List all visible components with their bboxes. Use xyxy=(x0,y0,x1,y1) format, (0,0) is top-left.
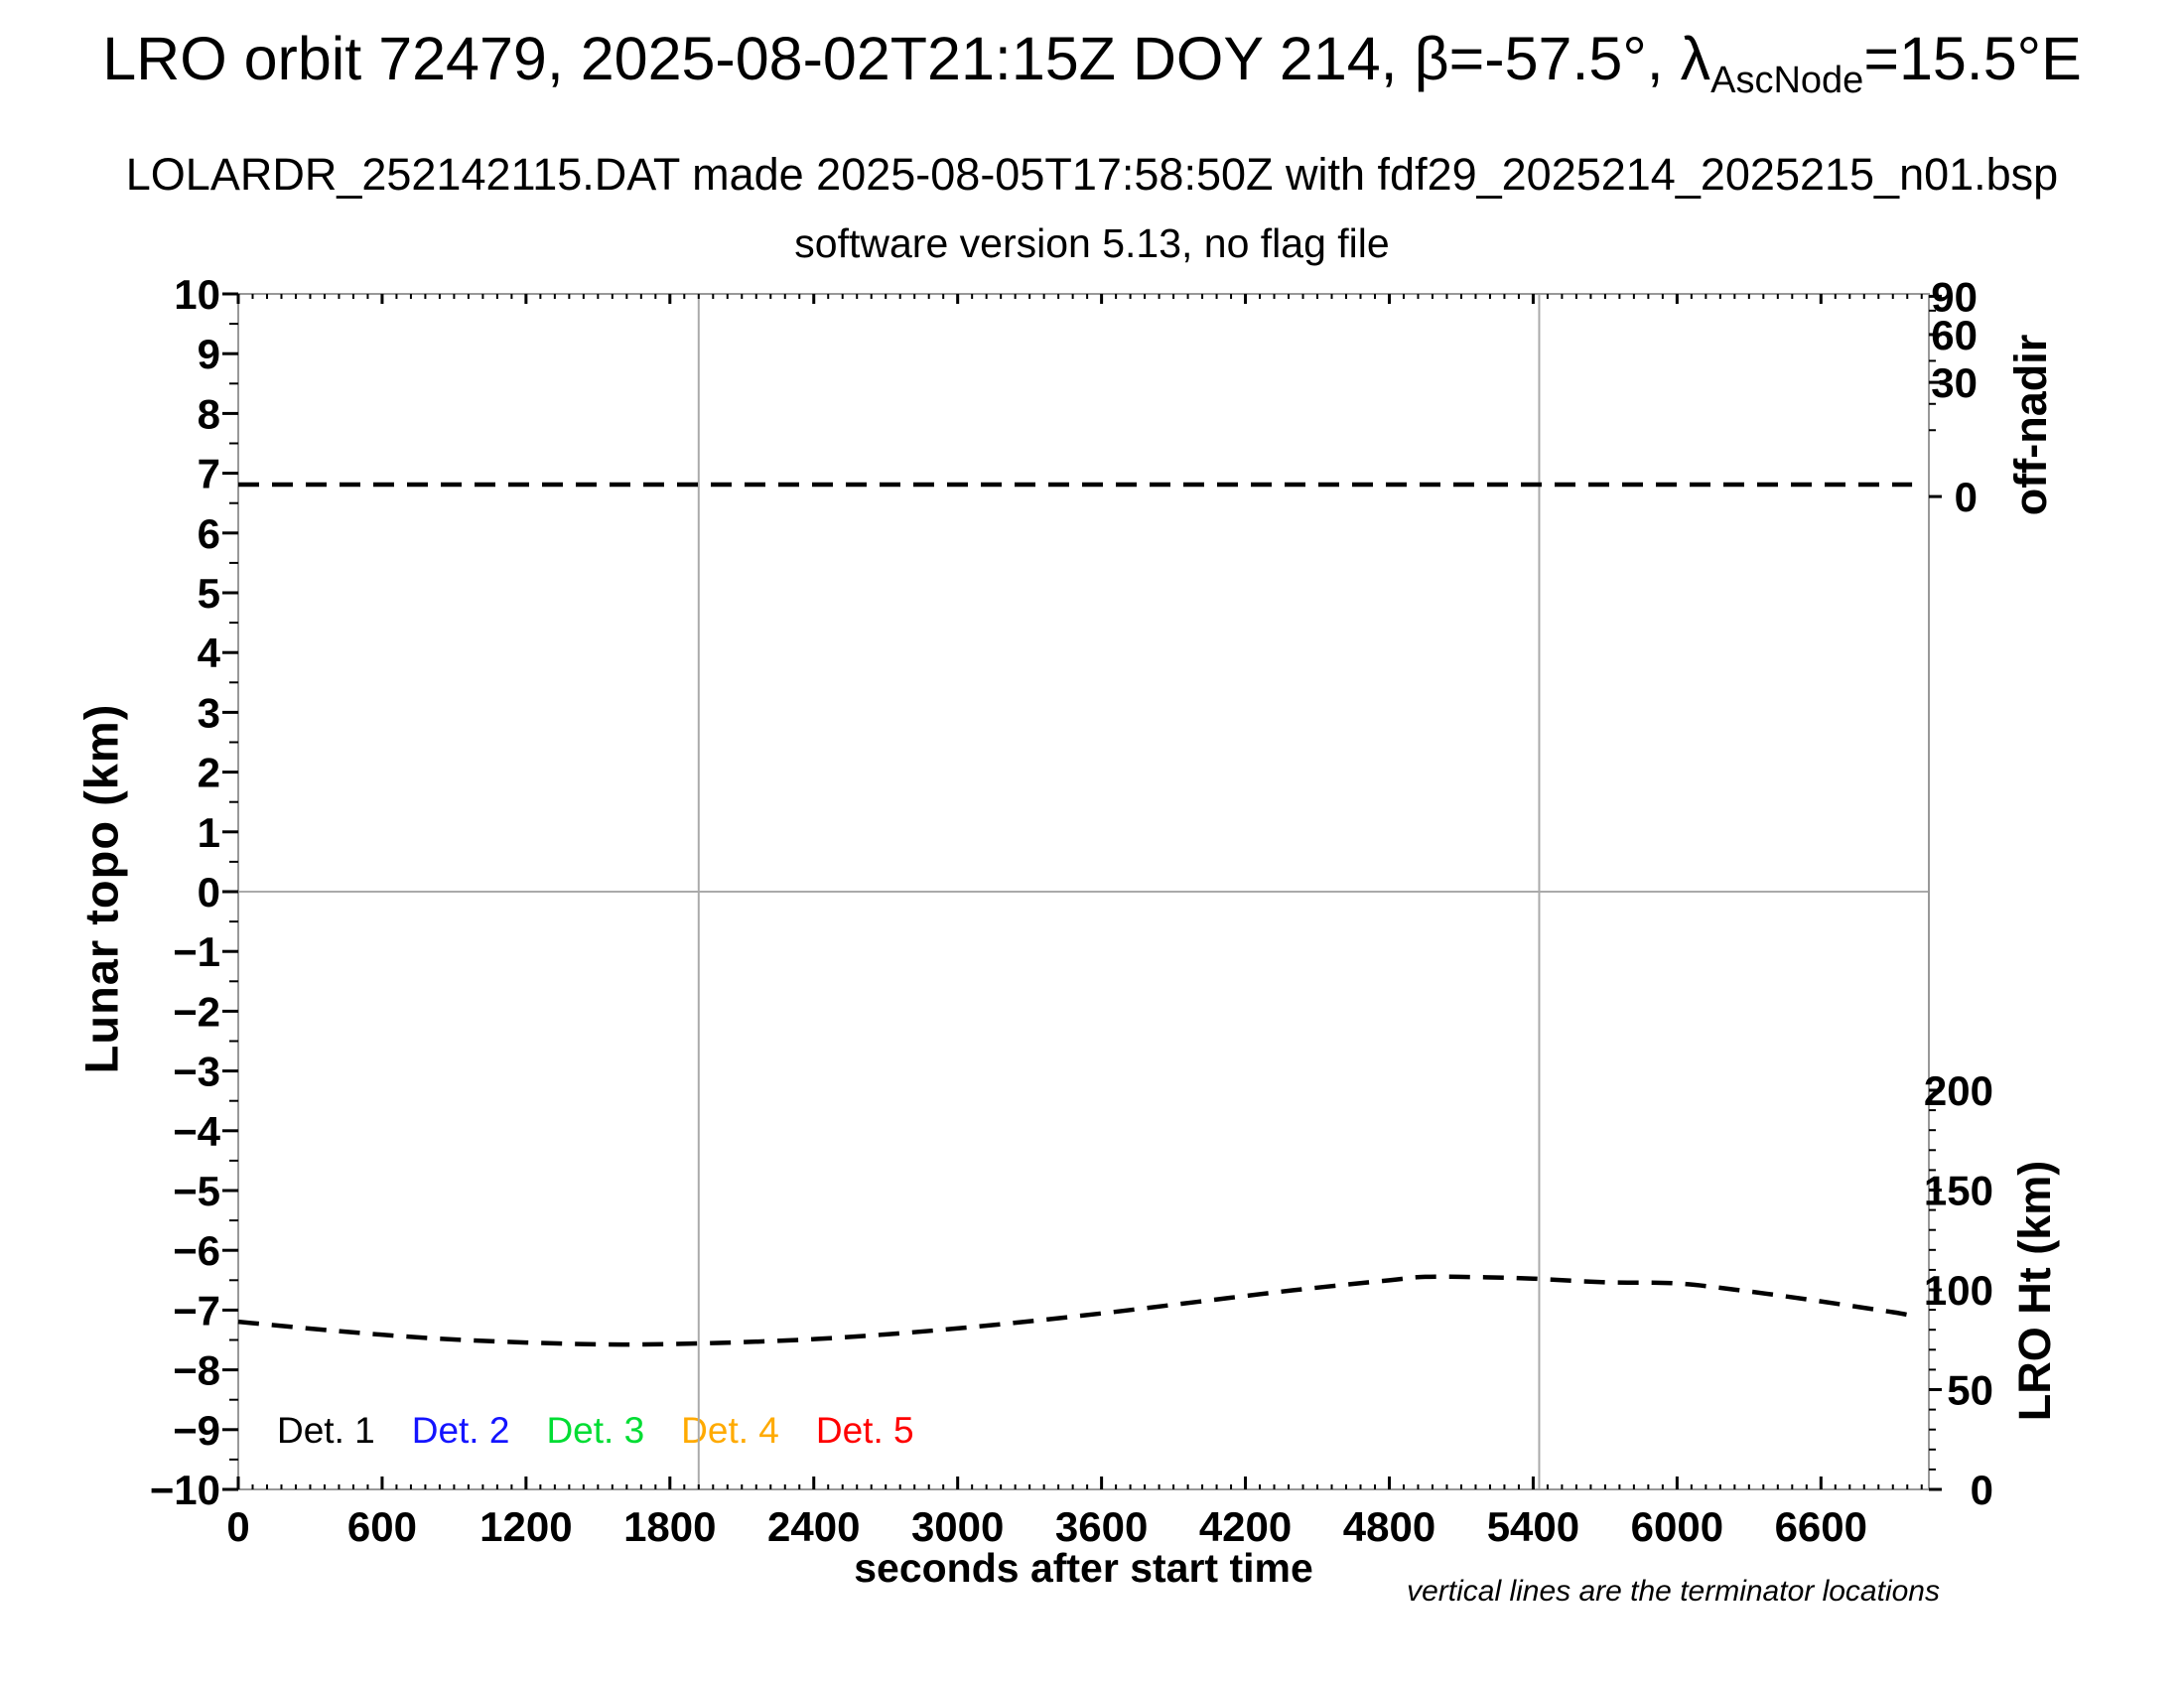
plot-subtitle-software: software version 5.13, no flag file xyxy=(794,220,1390,266)
lro-ht-tick-label: 50 xyxy=(1947,1367,1993,1414)
plot-title-subscript: AscNode xyxy=(1710,60,1864,102)
y-left-tick-label: −6 xyxy=(173,1227,220,1274)
off-nadir-tick-label: 60 xyxy=(1931,312,1978,358)
y-left-tick-label: 4 xyxy=(198,630,221,676)
y-left-tick-label: 1 xyxy=(198,809,220,856)
y-left-tick-label: −1 xyxy=(173,928,220,975)
plot-title-prefix: LRO orbit 72479, 2025-08-02T21:15Z DOY 2… xyxy=(102,25,1711,92)
y-left-tick-label: −2 xyxy=(173,988,220,1035)
y-left-tick-label: 3 xyxy=(198,689,220,736)
lro-ht-tick-label: 100 xyxy=(1924,1267,1993,1314)
x-tick-label: 6600 xyxy=(1775,1503,1867,1550)
legend-item-det-1: Det. 1 xyxy=(277,1410,375,1451)
y-left-tick-label: −3 xyxy=(173,1049,220,1095)
x-tick-label: 6000 xyxy=(1631,1503,1723,1550)
x-tick-label: 2400 xyxy=(767,1503,860,1550)
y-left-tick-label: −9 xyxy=(173,1407,220,1454)
y-left-tick-label: −5 xyxy=(173,1168,220,1214)
y-left-tick-label: −4 xyxy=(173,1108,221,1155)
lro-height-curve xyxy=(237,1274,1913,1347)
y-left-tick-label: 7 xyxy=(198,451,220,497)
x-tick-label: 1200 xyxy=(479,1503,572,1550)
y-left-tick-label: 2 xyxy=(198,750,220,796)
y-left-tick-label: 0 xyxy=(198,869,220,915)
x-tick-label: 1800 xyxy=(623,1503,716,1550)
y-left-tick-label: −10 xyxy=(150,1467,220,1513)
plot-title-suffix: =15.5°E xyxy=(1863,25,2082,92)
lro-ht-tick-label: 0 xyxy=(1971,1467,1993,1513)
lro-ht-tick-label: 150 xyxy=(1924,1168,1993,1214)
x-axis-label: seconds after start time xyxy=(854,1545,1313,1591)
legend-item-det-5: Det. 5 xyxy=(815,1410,914,1451)
legend-item-det-2: Det. 2 xyxy=(411,1410,510,1451)
legend-item-det-4: Det. 4 xyxy=(681,1410,779,1451)
y-left-tick-label: 8 xyxy=(198,390,220,437)
detector-legend: Det. 1 Det. 2 Det. 3 Det. 4 Det. 5 xyxy=(277,1410,914,1452)
x-tick-label: 3600 xyxy=(1055,1503,1148,1550)
terminator-footnote: vertical lines are the terminator locati… xyxy=(1407,1575,1940,1608)
y-left-tick-label: −8 xyxy=(173,1347,220,1394)
y-left-tick-label: −7 xyxy=(173,1287,220,1334)
off-nadir-tick-label: 90 xyxy=(1931,273,1978,320)
x-tick-label: 600 xyxy=(347,1503,417,1550)
lro-ht-tick-label: 200 xyxy=(1924,1067,1993,1114)
legend-item-det-3: Det. 3 xyxy=(546,1410,645,1451)
y-left-tick-label: 10 xyxy=(174,271,220,318)
y-left-tick-label: 5 xyxy=(198,570,220,617)
y-left-tick-label: 9 xyxy=(198,331,220,377)
off-nadir-tick-label: 30 xyxy=(1931,359,1978,406)
y-left-tick-label: 6 xyxy=(198,510,220,557)
x-tick-label: 3000 xyxy=(911,1503,1004,1550)
off-nadir-tick-label: 0 xyxy=(1955,474,1978,520)
x-tick-label: 5400 xyxy=(1487,1503,1579,1550)
plot-title: LRO orbit 72479, 2025-08-02T21:15Z DOY 2… xyxy=(0,24,2184,102)
plot-subtitle-file: LOLARDR_252142115.DAT made 2025-08-05T17… xyxy=(125,149,2059,200)
x-tick-label: 4800 xyxy=(1343,1503,1435,1550)
x-tick-label: 0 xyxy=(226,1503,249,1550)
x-tick-label: 4200 xyxy=(1199,1503,1292,1550)
